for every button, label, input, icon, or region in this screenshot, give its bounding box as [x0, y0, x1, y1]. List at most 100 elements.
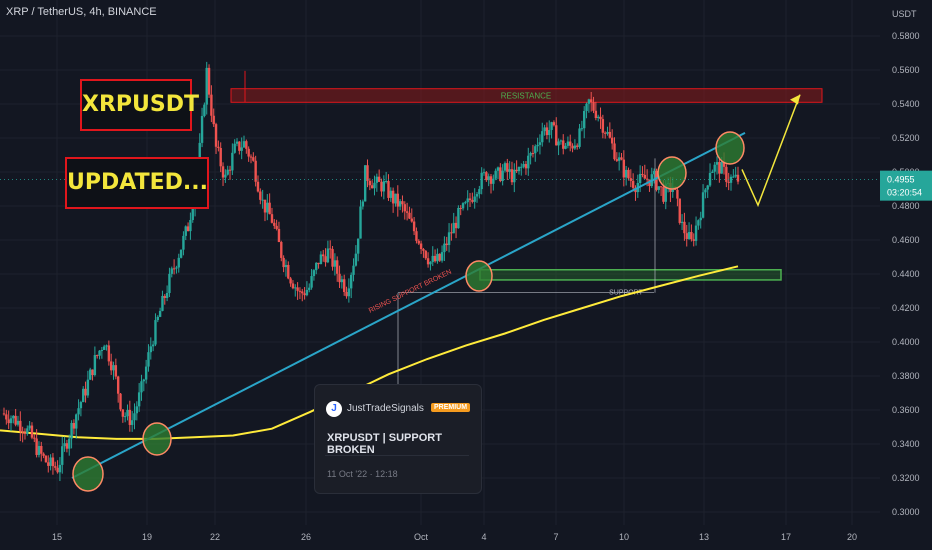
candle-body — [529, 153, 532, 156]
candle-body — [450, 232, 453, 234]
candle-body — [56, 467, 59, 473]
candle-body — [72, 422, 76, 429]
candle-body — [405, 211, 409, 213]
candle-body — [96, 355, 99, 357]
candle-body — [280, 242, 283, 258]
candle-body — [638, 173, 642, 184]
candle-body — [114, 365, 118, 377]
candle-body — [489, 176, 493, 184]
price-tick-label: 0.3400 — [892, 439, 920, 449]
candle-body — [394, 193, 397, 204]
candle-body — [156, 316, 159, 321]
candle-body — [550, 122, 553, 131]
candle-body — [315, 262, 318, 271]
candle-body — [704, 189, 707, 193]
candle-body — [587, 99, 591, 104]
candle-body — [224, 174, 227, 178]
candle-body — [471, 200, 474, 202]
candle-body — [438, 253, 441, 261]
candle-body — [212, 115, 215, 125]
candle-body — [715, 162, 719, 165]
candle-body — [256, 181, 260, 192]
time-tick-label: 22 — [210, 532, 220, 542]
candle-body — [373, 182, 376, 189]
candle-body — [708, 172, 712, 186]
candle-body — [692, 239, 695, 241]
candle-body — [452, 222, 455, 234]
candle-body — [107, 345, 111, 362]
price-tick-label: 0.3000 — [892, 507, 920, 517]
candle-body — [396, 193, 399, 207]
candle-body — [61, 446, 64, 465]
candle-body — [412, 221, 416, 232]
candle-body — [445, 243, 448, 246]
candle-body — [349, 274, 353, 289]
price-tick-label: 0.5600 — [892, 65, 920, 75]
resistance-zone — [230, 88, 823, 103]
candle-body — [245, 141, 248, 149]
candle-body — [12, 415, 15, 419]
candle-body — [140, 381, 143, 393]
time-tick-label: 13 — [699, 532, 709, 542]
time-tick-label: 4 — [481, 532, 486, 542]
candle-body — [361, 201, 365, 207]
candle-body — [443, 243, 446, 253]
candle-body — [613, 143, 616, 160]
candle-body — [499, 167, 502, 182]
candle-body — [536, 144, 539, 147]
candle-body — [699, 217, 702, 221]
candle-body — [606, 131, 609, 134]
candle-body — [68, 438, 71, 449]
candle-body — [149, 346, 152, 353]
candle-body — [366, 165, 369, 181]
candle-body — [545, 127, 549, 136]
candle-body — [231, 152, 234, 171]
candle-body — [557, 141, 560, 146]
candle-body — [391, 190, 395, 204]
candle-body — [408, 212, 411, 219]
candle-body — [116, 376, 120, 394]
candle-body — [573, 145, 577, 149]
candle-body — [163, 295, 166, 298]
signal-card[interactable]: J JustTradeSignals PREMIUM XRPUSDT | SUP… — [314, 384, 482, 494]
candle-body — [263, 199, 267, 213]
candle-body — [534, 146, 537, 154]
candle-body — [694, 225, 698, 241]
candle-body — [261, 199, 264, 201]
candle-body — [121, 409, 125, 417]
candle-body — [175, 267, 178, 269]
price-tick-label: 0.5800 — [892, 31, 920, 41]
candle-body — [513, 169, 516, 183]
candle-body — [596, 116, 600, 119]
candle-body — [326, 248, 330, 263]
candle-body — [249, 156, 253, 158]
candle-body — [510, 169, 514, 183]
candle-body — [627, 169, 630, 179]
candle-body — [21, 431, 24, 433]
candle-body — [617, 157, 621, 161]
card-title: XRPUSDT | SUPPORT BROKEN — [327, 432, 442, 456]
candle-body — [151, 344, 155, 347]
candle-body — [440, 252, 444, 261]
candle-body — [287, 264, 290, 279]
candle-body — [70, 422, 73, 439]
candle-body — [130, 420, 134, 425]
candle-body — [308, 287, 311, 290]
projection-path — [741, 94, 801, 208]
candle-body — [233, 143, 236, 153]
candle-body — [26, 428, 29, 434]
candle-body — [515, 169, 518, 172]
candle-body — [422, 249, 425, 251]
candle-body — [543, 127, 546, 132]
candle-body — [541, 131, 544, 143]
candle-body — [734, 174, 737, 177]
candle-body — [429, 261, 432, 265]
candle-body — [687, 232, 691, 239]
candle-body — [580, 128, 584, 130]
candle-body — [601, 119, 605, 133]
candle-body — [44, 455, 48, 463]
candle-body — [40, 445, 43, 454]
candle-body — [359, 206, 362, 239]
card-date: 11 Oct '22 · 12:18 — [327, 469, 398, 479]
candle-body — [329, 248, 332, 250]
